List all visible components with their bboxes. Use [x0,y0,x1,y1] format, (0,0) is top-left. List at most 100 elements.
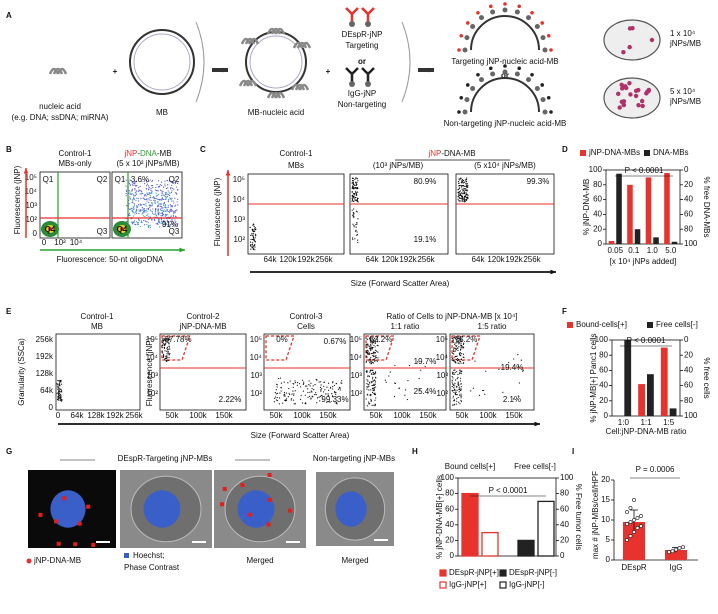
event-dot [368,353,370,355]
label: Non-targeting jNP-MBs [313,454,395,463]
event-dot [151,185,153,187]
event-dot [461,195,463,197]
event-dot [279,377,282,379]
event-dot [456,398,458,400]
event-dot [314,393,316,396]
event-dot [158,203,160,205]
event-dot [458,197,461,199]
label: 10⁵ [350,335,362,344]
event-dot [334,401,336,403]
event-dot [325,393,327,395]
event-dot [293,403,295,405]
event-dot [370,394,372,396]
event-dot [165,213,167,215]
event-dot [161,198,163,200]
event-dot [333,384,335,387]
event-dot [375,372,377,374]
nucleic-icon [294,83,306,91]
label: 10³ [233,215,245,224]
event-dot [371,361,374,364]
event-dot [145,179,147,182]
event-dot [309,385,311,387]
event-dot [458,394,461,396]
event-dot [369,337,371,340]
event-dot [463,187,465,190]
event-dot [460,362,462,364]
event-dot [163,203,165,205]
event-dot [356,181,358,184]
event-dot [128,203,130,205]
event-dot [158,198,160,200]
label: 128k [36,369,54,378]
event-dot [276,399,278,402]
nucleus [143,490,181,528]
event-dot [366,338,369,340]
event-dot [175,215,177,217]
event-dot [164,215,166,217]
event-dot [365,338,367,340]
event-dot [451,389,453,391]
event-dot [465,189,467,191]
event-dot [277,378,280,380]
event-dot [285,398,288,400]
nucleic-icon [270,91,282,99]
event-dot [353,208,355,210]
event-dot [465,183,467,185]
event-dot [372,340,374,342]
jnp-signal [247,512,252,517]
event-dot [458,188,460,190]
panel-letter: F [562,307,567,316]
event-dot [461,184,464,187]
label: 10⁴ [436,353,449,362]
nucleic-icon [274,27,286,35]
event-dot [173,179,175,182]
jnp-icon [534,85,540,91]
event-dot [322,391,325,393]
jnp-icon [462,109,468,115]
event-dot [374,403,376,405]
bar [517,539,535,557]
label: 75.2% [455,335,478,344]
event-dot [169,197,171,199]
event-dot [146,181,148,183]
event-dot [331,396,334,398]
event-dot [252,242,254,244]
event-dot [59,396,62,398]
event-dot [356,231,358,233]
event-dot [56,393,58,395]
event-dot [171,184,173,186]
event-dot [366,370,368,373]
event-dot [460,339,462,341]
event-dot [159,184,161,186]
event-dot [161,194,163,197]
event-dot [376,350,378,352]
arrow-head [225,170,231,176]
event-dot [164,343,166,345]
label: Size (Forward Scatter Area) [351,279,450,288]
event-dot [128,183,131,185]
event-dot [300,386,302,388]
event-dot [398,387,400,389]
event-dot [163,209,165,211]
arrow-head [179,247,185,253]
event-dot [163,355,165,358]
legend-label: DEspR-jNP[-] [509,568,557,577]
event-dot [373,353,375,355]
label: 50k [270,411,284,420]
event-dot [150,210,152,212]
label: 10³ [25,201,37,210]
event-dot [152,197,154,199]
event-dot [453,373,456,375]
event-dot [356,199,358,201]
event-dot [372,341,375,344]
microbubble-inner [133,33,191,91]
flow-plot [159,333,247,411]
event-dot [164,225,166,228]
event-dot [282,402,284,404]
event-dot [460,181,462,183]
label: 192k [36,352,54,361]
event-dot [463,342,465,344]
event-dot [370,398,372,400]
label: Non-targeting [338,100,386,109]
event-dot [141,212,144,214]
